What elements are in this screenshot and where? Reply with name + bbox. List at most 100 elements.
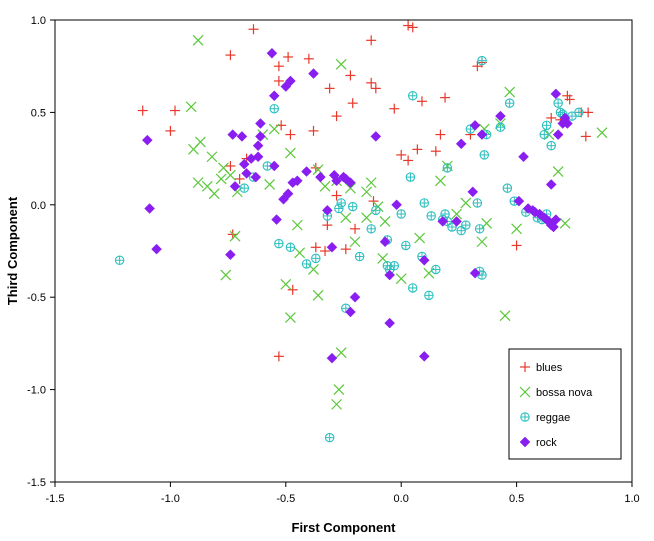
reggae-point	[472, 198, 483, 208]
data-points	[114, 20, 608, 443]
rock-point	[476, 129, 488, 140]
blues-point	[366, 77, 377, 88]
blues-point	[283, 51, 294, 62]
bossa-nova-point	[220, 269, 232, 281]
rock-point	[349, 291, 361, 303]
blues-point	[368, 196, 379, 207]
y-tick-label: -0.5	[27, 292, 46, 304]
reggae-point	[371, 205, 381, 216]
blues-point	[340, 244, 351, 255]
bossa-nova-point	[335, 347, 347, 359]
blues-point	[511, 240, 522, 251]
rock-point	[469, 267, 481, 279]
y-tick-label: -1.5	[27, 477, 46, 489]
reggae-point	[431, 264, 441, 275]
bossa-nova-point	[460, 197, 472, 209]
bossa-nova-point	[435, 175, 446, 187]
rock-point	[255, 131, 266, 142]
rock-point	[437, 216, 449, 227]
reggae-point	[114, 255, 125, 265]
blues-point	[324, 83, 335, 94]
reggae-point	[447, 222, 457, 232]
rock-point	[384, 269, 396, 281]
rock-point	[321, 204, 333, 216]
reggae-point	[553, 98, 563, 108]
reggae-point	[389, 261, 400, 271]
bossa-nova-point	[476, 236, 488, 248]
blues-point	[331, 111, 342, 122]
reggae-point	[495, 122, 506, 132]
blues-point	[403, 20, 414, 31]
x-tick-label: -0.5	[276, 493, 295, 505]
reggae-point	[285, 242, 296, 253]
reggae-point	[407, 91, 418, 101]
rock-point	[467, 186, 479, 198]
bossa-nova-point	[451, 208, 463, 220]
blues-point	[403, 155, 414, 166]
rock-point	[266, 47, 278, 59]
legend-marker-reggae	[520, 412, 530, 422]
reggae-point	[541, 120, 552, 131]
blues-point	[273, 61, 284, 72]
rock-point	[227, 129, 239, 140]
bossa-nova-point	[294, 247, 306, 259]
blues-point	[225, 50, 236, 61]
bossa-nova-point	[331, 398, 343, 410]
rock-point	[345, 177, 356, 188]
rock-point	[545, 179, 557, 190]
x-tick-label: -1.5	[46, 493, 65, 505]
bossa-nova-point	[206, 151, 218, 163]
legend-marker-bossa-nova	[519, 386, 531, 398]
bossa-nova-point	[208, 188, 220, 200]
bossa-nova-point	[291, 219, 303, 231]
reggae-point	[474, 224, 485, 234]
reggae-point	[424, 290, 434, 301]
bossa-nova-point	[395, 273, 407, 285]
bossa-nova-point	[333, 384, 345, 396]
bossa-nova-point	[365, 177, 377, 189]
rock-point	[495, 110, 506, 122]
rock-point	[326, 241, 338, 253]
rock-point	[391, 199, 402, 211]
blues-point	[320, 246, 331, 256]
blues-point	[287, 284, 298, 295]
bossa-nova-point	[340, 212, 352, 224]
bossa-nova-point	[268, 123, 280, 135]
y-axis: -1.5 -1.0 -0.5 0.0 0.5 1.0	[27, 15, 55, 489]
bossa-nova-point	[280, 278, 292, 290]
rock-point	[144, 203, 155, 214]
rock-point	[301, 166, 312, 177]
legend-marker-blues	[520, 362, 530, 372]
reggae-point	[456, 225, 466, 236]
x-axis-title: First Component	[292, 520, 397, 535]
rock-point	[550, 88, 562, 100]
bossa-nova-point	[596, 127, 608, 139]
reggae-point	[442, 163, 453, 173]
bossa-nova-point	[215, 173, 227, 185]
rock-point	[225, 249, 236, 261]
blues-point	[170, 105, 181, 116]
y-tick-label: 1.0	[31, 15, 46, 27]
rock-point	[379, 236, 391, 248]
blues-point	[248, 24, 259, 35]
blues-point	[331, 190, 342, 201]
blues-point	[285, 129, 296, 140]
rock-point	[552, 129, 564, 140]
blues-point	[303, 53, 314, 64]
bossa-nova-point	[559, 217, 571, 229]
bossa-nova-point	[284, 312, 296, 323]
rock-point	[469, 119, 481, 131]
rock-point	[255, 118, 266, 129]
reggae-point	[354, 251, 365, 262]
rock-point	[236, 131, 248, 142]
bossa-nova-point	[552, 166, 564, 177]
bossa-nova-point	[264, 179, 276, 190]
blues-point	[412, 144, 423, 155]
plot-area-frame	[54, 19, 633, 483]
reggae-point	[396, 209, 406, 219]
blues-point	[345, 70, 356, 81]
blues-point	[370, 83, 381, 94]
rock-point	[513, 195, 525, 207]
